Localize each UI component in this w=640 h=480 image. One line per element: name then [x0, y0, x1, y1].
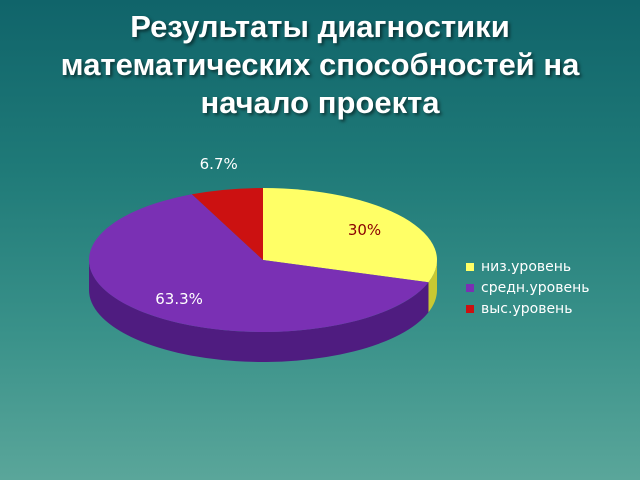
data-label-low: 30% [347, 220, 382, 239]
chart-legend: низ.уровень средн.уровень выс.уровень [466, 256, 590, 319]
page-title: Результаты диагностики математических сп… [20, 8, 620, 122]
data-label-medium: 63.3% [155, 289, 203, 308]
title-line-3: начало проекта [200, 85, 440, 120]
legend-item-medium: средн.уровень [466, 277, 590, 298]
legend-label-high: выс.уровень [481, 300, 573, 317]
legend-item-high: выс.уровень [466, 298, 590, 319]
legend-swatch-medium [466, 283, 474, 292]
pie-slice-medium [88, 194, 429, 333]
legend-label-medium: средн.уровень [481, 279, 590, 296]
legend-swatch-high [466, 304, 474, 313]
legend-item-low: низ.уровень [466, 256, 590, 277]
legend-swatch-low [466, 262, 474, 271]
legend-label-low: низ.уровень [481, 258, 572, 275]
data-label-high: 6.7% [199, 155, 238, 174]
pie-side-medium [89, 260, 429, 362]
pie-side-low [428, 260, 437, 313]
title-line-2: математических способностей на [60, 47, 580, 82]
pie-slice-high [191, 188, 263, 260]
pie-slice-low [263, 188, 437, 283]
title-line-1: Результаты диагностики [130, 9, 510, 44]
